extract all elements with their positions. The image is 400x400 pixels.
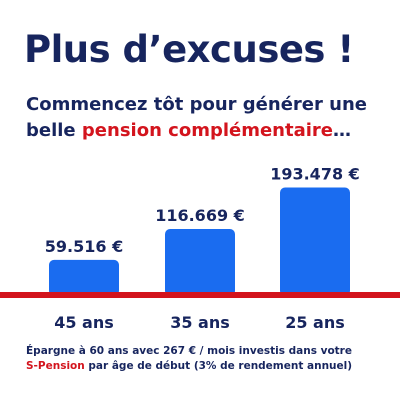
category-label-2: 25 ans <box>285 313 345 332</box>
value-label-0: 59.516 € <box>45 237 123 256</box>
value-label-1: 116.669 € <box>155 206 245 225</box>
footnote-line1: Épargne à 60 ans avec 267 € / mois inves… <box>26 345 352 357</box>
footnote-line2: par âge de début (3% de rendement annuel… <box>84 360 353 372</box>
category-label-1: 35 ans <box>170 313 230 332</box>
bar-0 <box>49 259 119 296</box>
footnote: Épargne à 60 ans avec 267 € / mois inves… <box>26 344 386 374</box>
page-title: Plus d’excuses ! <box>24 28 354 71</box>
category-label-0: 45 ans <box>54 313 114 332</box>
subtitle-ellipsis: … <box>333 120 351 141</box>
subtitle-text: Commencez tôt pour générer une belle <box>26 94 367 141</box>
footnote-brand: S-Pension <box>26 360 85 372</box>
bar-chart: 59.516 € 45 ans 116.669 € 35 ans 193.478 € 25… <box>0 165 400 332</box>
baseline <box>0 292 400 298</box>
bar-2 <box>280 187 350 296</box>
bar-1 <box>165 228 235 296</box>
value-label-2: 193.478 € <box>270 165 360 184</box>
subtitle-accent: pension complémentaire <box>81 120 333 141</box>
subtitle: Commencez tôt pour générer une belle pen… <box>26 92 386 144</box>
